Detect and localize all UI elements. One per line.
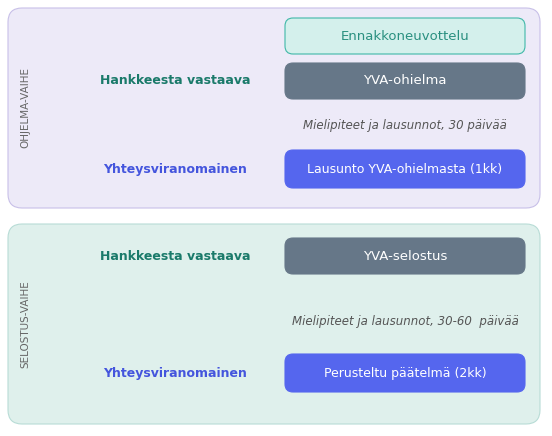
FancyBboxPatch shape bbox=[285, 150, 525, 188]
Text: Mielipiteet ja lausunnot, 30 päivää: Mielipiteet ja lausunnot, 30 päivää bbox=[303, 119, 507, 133]
FancyBboxPatch shape bbox=[285, 63, 525, 99]
Text: OHJELMA-VAIHE: OHJELMA-VAIHE bbox=[20, 68, 30, 149]
Text: Yhteysviranomainen: Yhteysviranomainen bbox=[103, 163, 247, 176]
Text: Mielipiteet ja lausunnot, 30-60  päivää: Mielipiteet ja lausunnot, 30-60 päivää bbox=[291, 316, 518, 328]
FancyBboxPatch shape bbox=[285, 18, 525, 54]
FancyBboxPatch shape bbox=[285, 238, 525, 274]
Text: YVA-ohielma: YVA-ohielma bbox=[363, 75, 447, 88]
Text: Hankkeesta vastaava: Hankkeesta vastaava bbox=[100, 75, 250, 88]
Text: Yhteysviranomainen: Yhteysviranomainen bbox=[103, 367, 247, 379]
Text: Perusteltu päätelmä (2kk): Perusteltu päätelmä (2kk) bbox=[323, 367, 486, 379]
Text: Lausunto YVA-ohielmasta (1kk): Lausunto YVA-ohielmasta (1kk) bbox=[307, 163, 502, 176]
Text: YVA-selostus: YVA-selostus bbox=[363, 249, 447, 262]
Text: SELOSTUS-VAIHE: SELOSTUS-VAIHE bbox=[20, 280, 30, 368]
Text: Ennakkoneuvottelu: Ennakkoneuvottelu bbox=[341, 30, 469, 42]
Text: Hankkeesta vastaava: Hankkeesta vastaava bbox=[100, 249, 250, 262]
FancyBboxPatch shape bbox=[8, 8, 540, 208]
FancyBboxPatch shape bbox=[8, 224, 540, 424]
FancyBboxPatch shape bbox=[285, 354, 525, 392]
